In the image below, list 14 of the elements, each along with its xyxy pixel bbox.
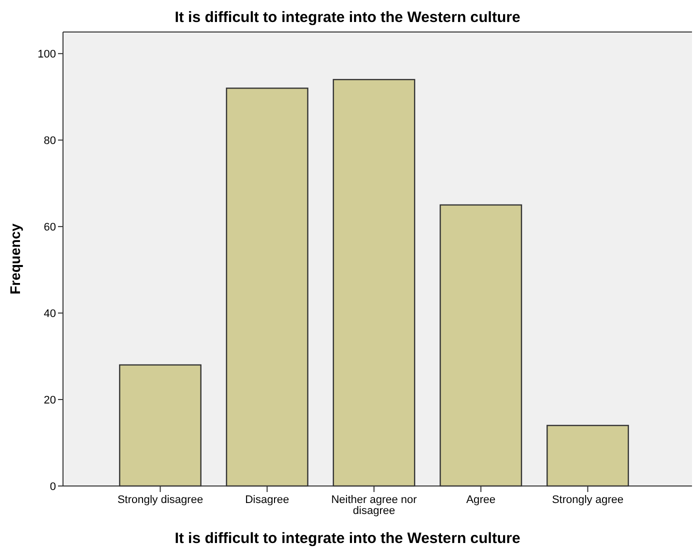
x-axis-title: It is difficult to integrate into the Western culture <box>174 530 520 547</box>
y-tick-label: 100 <box>38 48 56 60</box>
y-axis-title: Frequency <box>7 223 23 294</box>
x-tick-label: Strongly agree <box>552 494 624 506</box>
y-tick-label: 80 <box>44 134 56 147</box>
y-tick-label: 20 <box>44 394 56 406</box>
x-tick-label: Disagree <box>245 494 290 506</box>
y-tick-label: 60 <box>44 221 56 234</box>
x-tick-label: Agree <box>466 494 496 506</box>
y-tick-label: 40 <box>44 308 56 320</box>
x-tick-label: Strongly disagree <box>117 494 204 506</box>
chart-title: It is difficult to integrate into the Western culture <box>174 9 520 26</box>
y-tick-label: 0 <box>50 480 56 493</box>
x-tick-label: Neither agree nor disagree <box>331 494 418 517</box>
